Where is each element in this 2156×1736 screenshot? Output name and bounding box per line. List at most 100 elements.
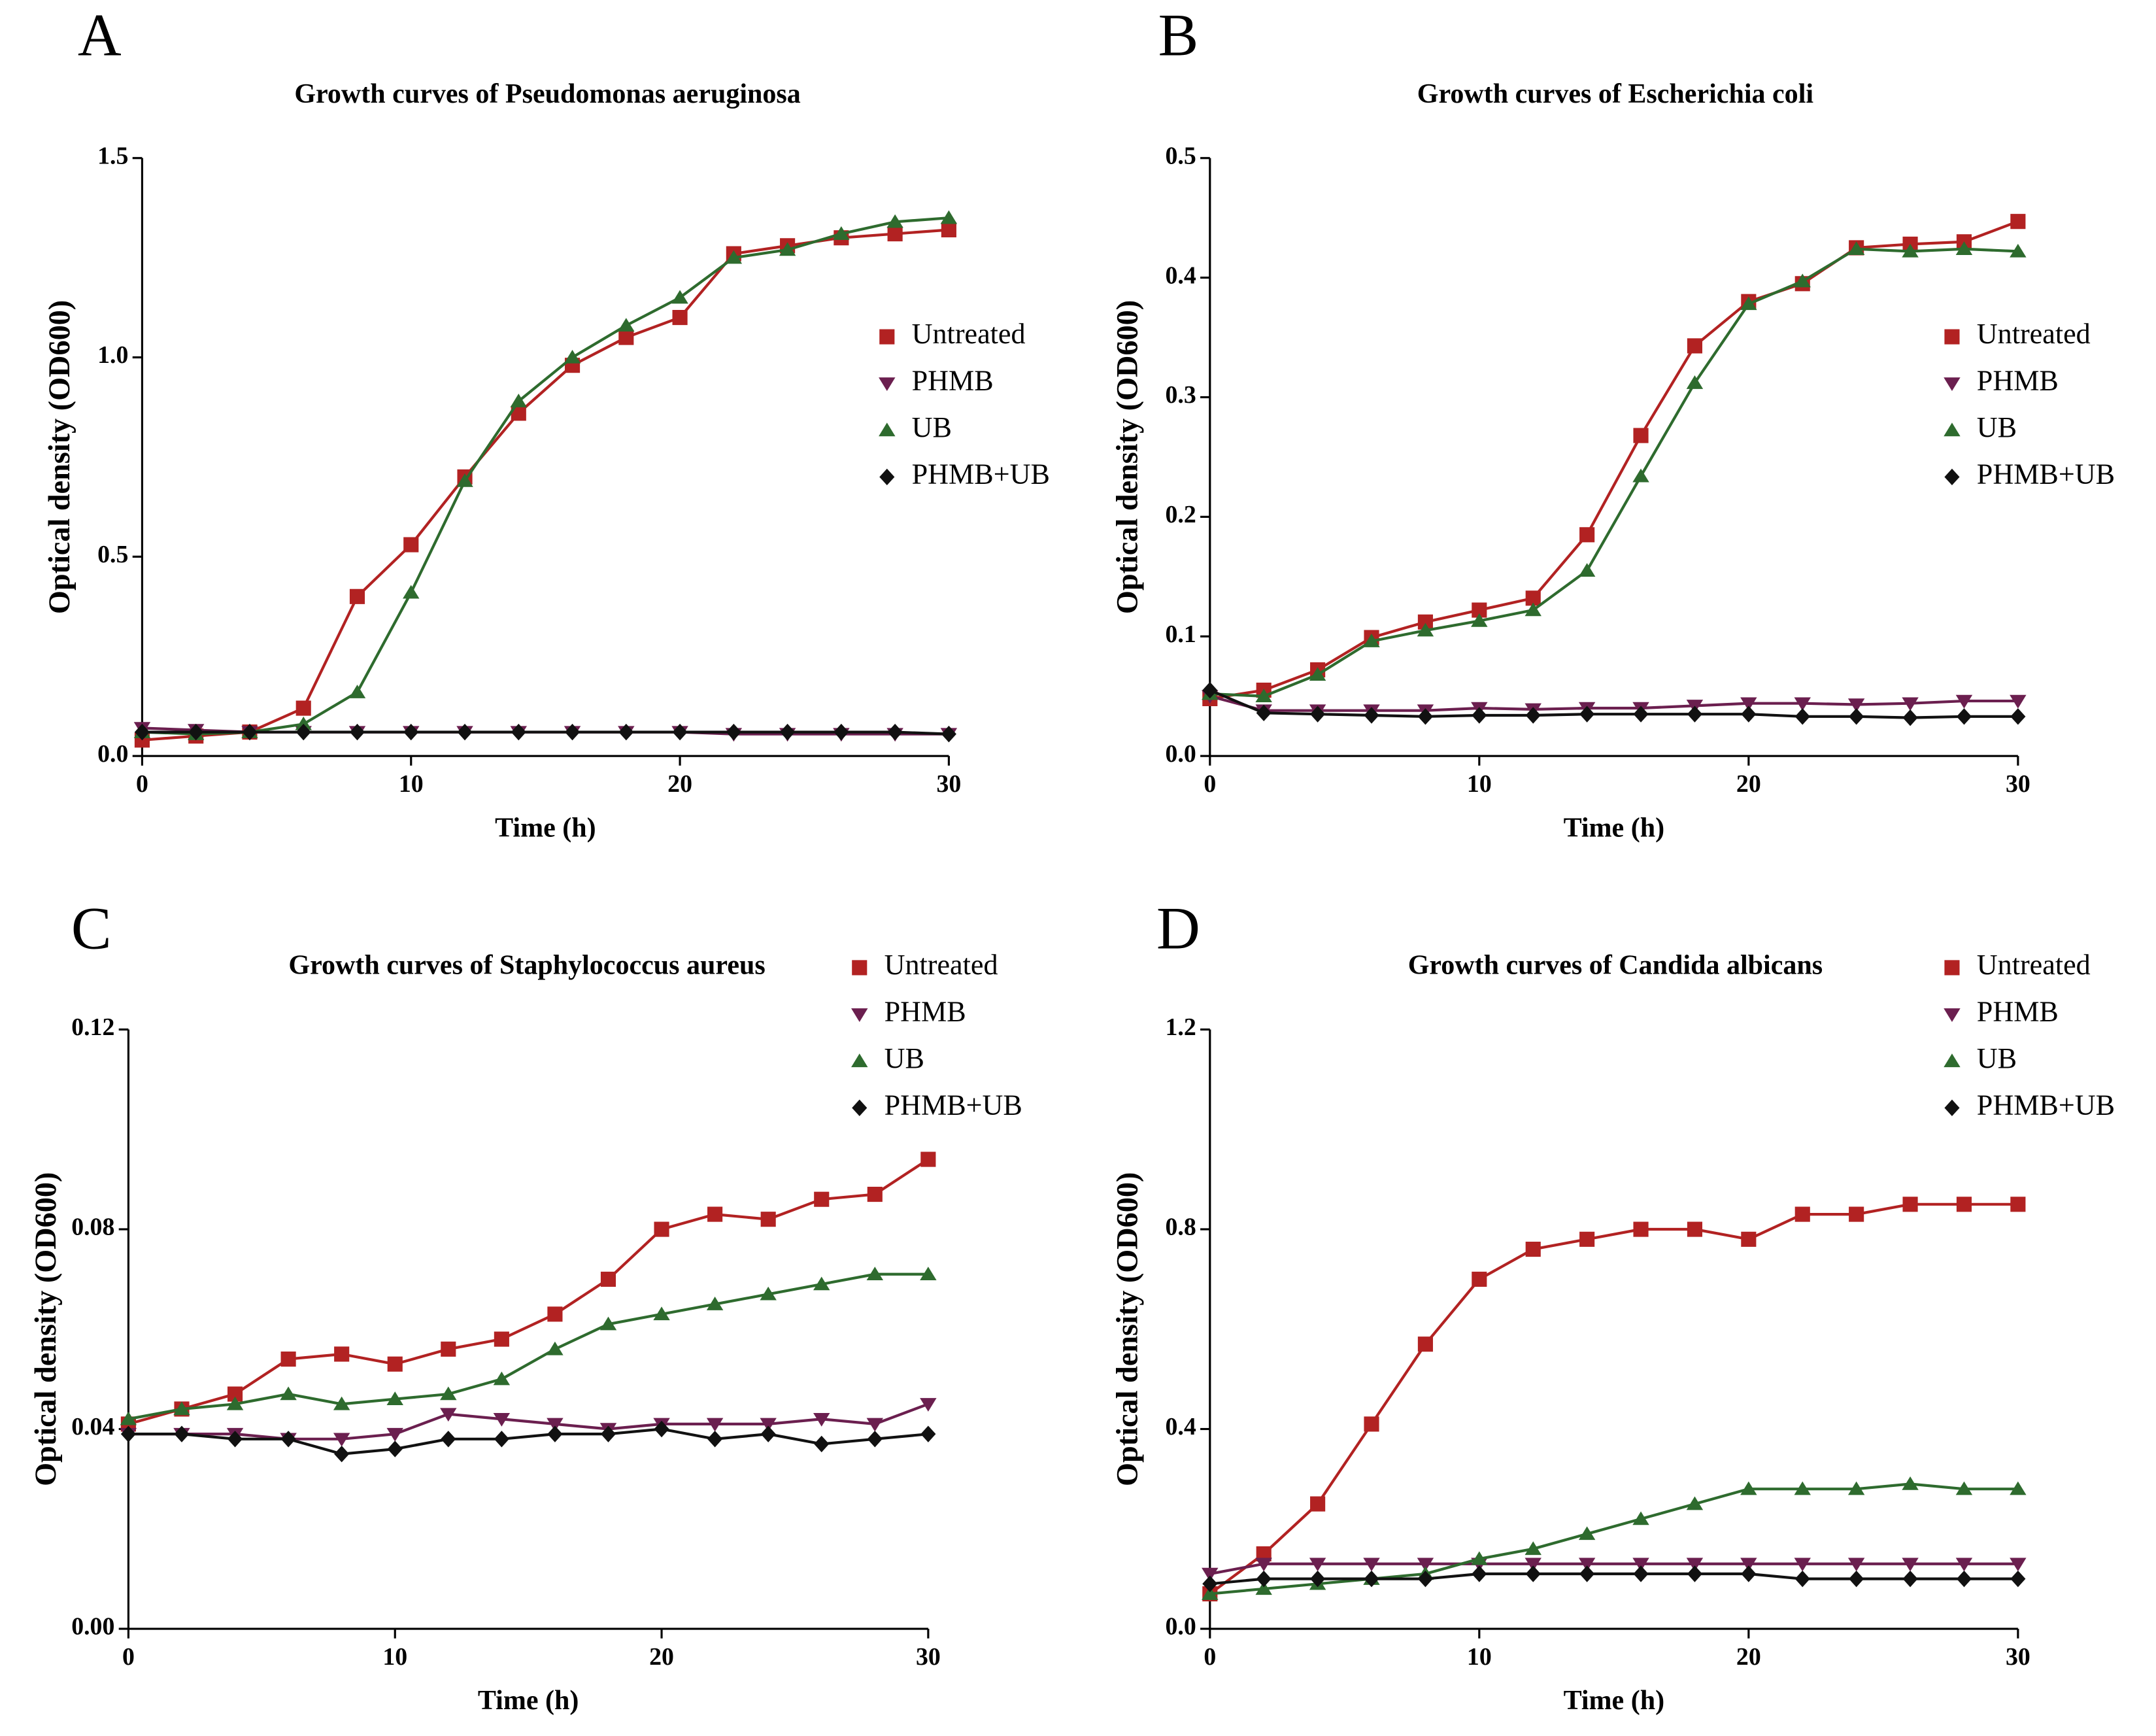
marker: [2010, 1481, 2027, 1495]
marker: [547, 1418, 564, 1432]
series-line: [1209, 1202, 2018, 1595]
marker: [1310, 1570, 1326, 1588]
marker: [813, 1276, 830, 1291]
marker: [1632, 1557, 1649, 1572]
legend-label: PHMB: [912, 365, 994, 397]
marker: [1472, 602, 1487, 618]
marker: [1740, 1481, 1757, 1495]
y-tick-label: 0.0: [1165, 740, 1196, 768]
marker: [1417, 622, 1434, 637]
chart-title: Growth curves of Pseudomonas aeruginosa: [294, 79, 800, 109]
marker: [1902, 1197, 1918, 1212]
marker: [547, 1306, 563, 1322]
marker: [1849, 1570, 1864, 1588]
marker: [387, 1356, 403, 1372]
marker: [493, 1371, 511, 1386]
x-tick-label: 30: [936, 770, 961, 798]
marker: [1578, 1526, 1596, 1540]
legend-label: PHMB: [1977, 996, 2059, 1028]
x-axis-label: Time (h): [1564, 1686, 1665, 1716]
marker: [707, 1206, 723, 1222]
y-axis-label: Optical density (OD600): [1111, 1172, 1144, 1486]
marker: [349, 588, 365, 604]
marker: [1524, 602, 1541, 617]
series-line: [1209, 247, 2018, 698]
y-tick-label: 0.3: [1165, 381, 1196, 409]
marker: [1849, 1206, 1864, 1222]
x-axis-label: Time (h): [1564, 813, 1665, 843]
marker: [564, 349, 581, 364]
marker: [1902, 1570, 1918, 1588]
marker: [833, 226, 850, 240]
marker: [1472, 1271, 1487, 1287]
marker: [707, 1431, 723, 1448]
series-line: [1209, 689, 2018, 719]
x-axis-label: Time (h): [495, 813, 596, 843]
marker: [1741, 1565, 1757, 1582]
y-tick-label: 0.5: [97, 541, 128, 568]
marker: [1740, 697, 1757, 711]
marker: [386, 1391, 403, 1405]
marker: [779, 242, 796, 256]
y-tick-label: 0.12: [71, 1013, 114, 1041]
marker: [333, 1433, 350, 1447]
marker: [760, 1425, 776, 1442]
marker: [618, 330, 634, 345]
marker: [295, 716, 312, 730]
marker: [1525, 1565, 1541, 1582]
legend-marker: [1944, 1008, 1961, 1022]
marker: [1364, 1416, 1379, 1432]
marker: [1902, 1557, 1919, 1572]
marker: [920, 1267, 937, 1281]
marker: [940, 210, 958, 224]
series-line: [128, 1427, 929, 1455]
marker: [1687, 706, 1703, 723]
marker: [941, 222, 956, 238]
marker: [1202, 1567, 1219, 1582]
marker: [387, 1440, 403, 1457]
marker: [1364, 1570, 1379, 1588]
marker: [1633, 1221, 1649, 1237]
marker: [1956, 1570, 1972, 1588]
marker: [1902, 243, 1919, 258]
series-line: [128, 1403, 929, 1440]
series-line: [142, 730, 949, 736]
marker: [2010, 243, 2027, 258]
legend-label: Untreated: [884, 949, 998, 981]
x-tick-label: 30: [2006, 1643, 2030, 1671]
marker: [1632, 468, 1649, 483]
marker: [1472, 1565, 1487, 1582]
marker: [510, 394, 528, 407]
marker: [1633, 1565, 1649, 1582]
marker: [920, 1151, 936, 1167]
legend-marker: [879, 422, 896, 437]
marker: [1578, 1557, 1596, 1572]
y-tick-label: 0.8: [1165, 1214, 1196, 1241]
legend-label: PHMB: [884, 996, 966, 1028]
marker: [1202, 1575, 1218, 1593]
panel-label: C: [71, 896, 112, 962]
x-tick-label: 0: [1204, 770, 1216, 798]
marker: [1955, 241, 1973, 255]
series-line: [128, 1272, 928, 1421]
marker: [1955, 1557, 1973, 1572]
legend-label: Untreated: [1977, 949, 2091, 981]
series-line: [142, 228, 949, 741]
series-line: [1209, 694, 2018, 712]
marker: [441, 1341, 456, 1357]
marker: [760, 1212, 776, 1227]
legend-marker: [1944, 1053, 1961, 1068]
marker: [1363, 634, 1380, 647]
marker: [654, 1221, 669, 1237]
panel-label: A: [78, 2, 122, 69]
y-tick-label: 1.2: [1165, 1013, 1196, 1041]
legend-label: Untreated: [1977, 318, 2091, 350]
y-tick-label: 0.00: [71, 1613, 114, 1641]
marker: [280, 1352, 296, 1367]
marker: [1578, 563, 1596, 577]
marker: [1256, 1570, 1272, 1588]
x-tick-label: 10: [1467, 770, 1492, 798]
marker: [1524, 1557, 1541, 1572]
marker: [814, 1191, 830, 1207]
marker: [887, 723, 903, 741]
